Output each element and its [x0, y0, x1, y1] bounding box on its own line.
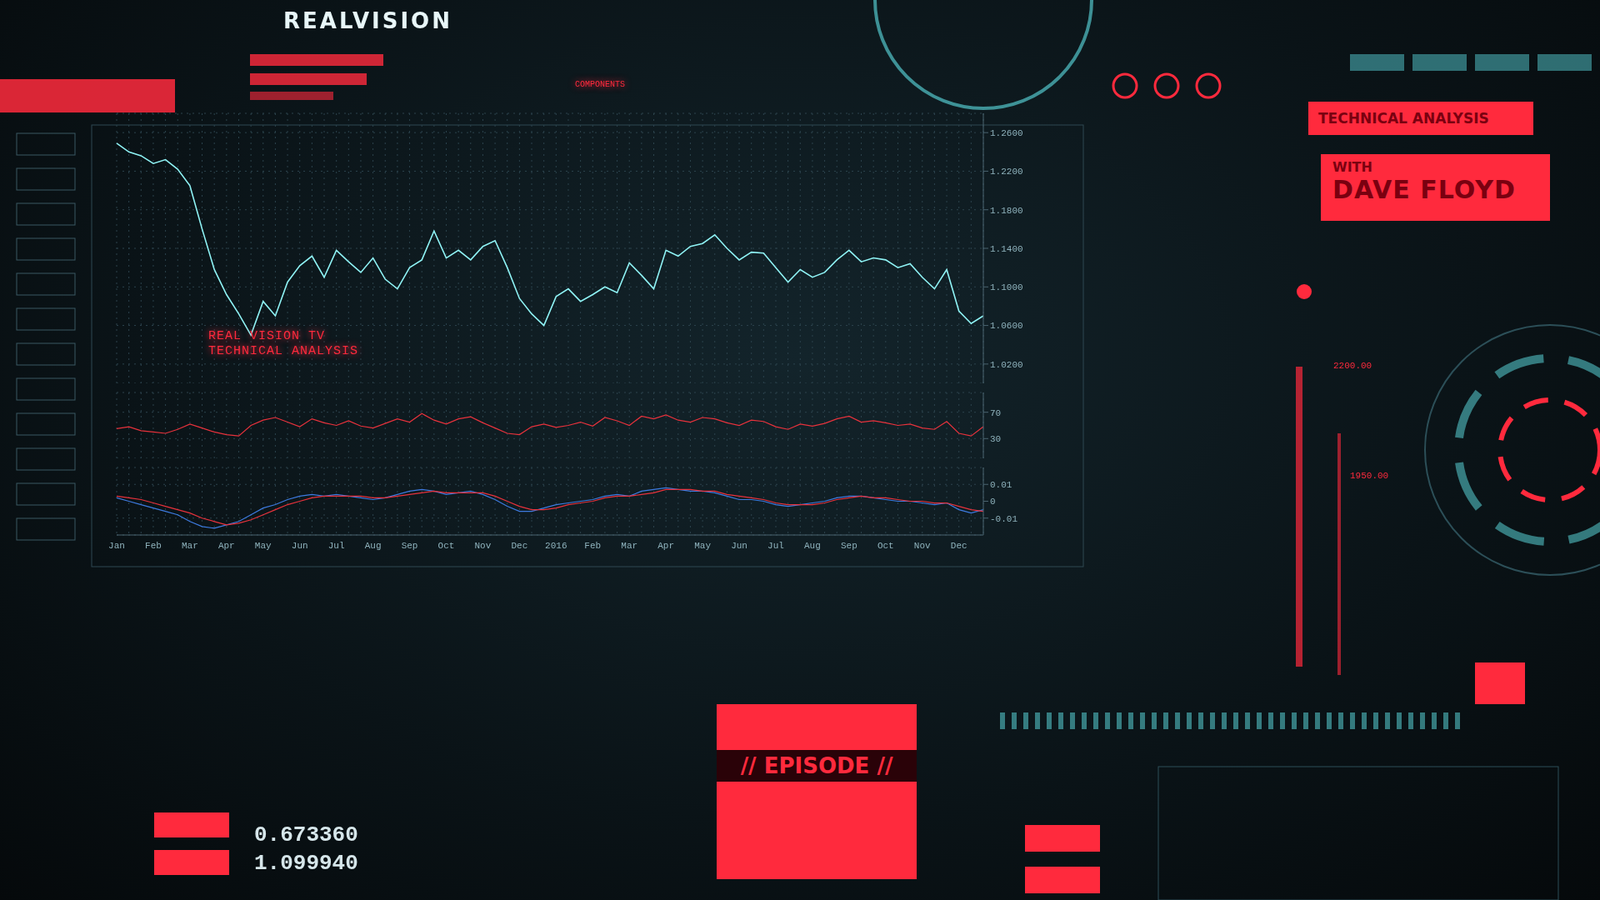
svg-text:Dec: Dec	[950, 540, 968, 551]
svg-text:May: May	[694, 540, 711, 551]
svg-text:30: 30	[990, 434, 1001, 445]
svg-text:Oct: Oct	[877, 540, 895, 551]
html-text:COMPONENTS: COMPONENTS	[575, 80, 625, 90]
svg-text:1.2600: 1.2600	[990, 128, 1024, 139]
svg-text:Jun: Jun	[291, 540, 309, 551]
html-text:DAVE FLOYD: DAVE FLOYD	[1332, 175, 1516, 205]
svg-text:Aug: Aug	[804, 540, 821, 551]
html-text:TECHNICAL ANALYSIS: TECHNICAL ANALYSIS	[1318, 110, 1489, 127]
html-text:// EPISODE //: // EPISODE //	[740, 753, 893, 779]
svg-text:Apr: Apr	[657, 540, 675, 551]
svg-text:Sep: Sep	[401, 540, 419, 551]
html-text:2200.00: 2200.00	[1333, 360, 1372, 371]
svg-text:1.1400: 1.1400	[990, 244, 1024, 255]
svg-text:Feb: Feb	[584, 540, 601, 551]
svg-text:Mar: Mar	[181, 540, 199, 551]
html-text:WITH: WITH	[1332, 159, 1373, 175]
svg-text:Jul: Jul	[328, 540, 345, 551]
svg-text:May: May	[255, 540, 272, 551]
svg-text:1.0200: 1.0200	[990, 360, 1024, 370]
svg-text:Oct: Oct	[438, 540, 455, 551]
svg-text:Mar: Mar	[620, 540, 638, 551]
svg-text:1.2200: 1.2200	[990, 166, 1024, 177]
svg-text:Dec: Dec	[510, 540, 528, 551]
svg-text:-0.01: -0.01	[990, 514, 1018, 525]
svg-text:1.1800: 1.1800	[990, 205, 1024, 216]
svg-text:Sep: Sep	[840, 540, 858, 551]
svg-text:Jan: Jan	[108, 540, 125, 551]
svg-text:Nov: Nov	[914, 540, 931, 551]
html-text:0.673360: 0.673360	[254, 822, 359, 848]
svg-text:1.1000: 1.1000	[990, 282, 1024, 293]
html-text:REALVISION: REALVISION	[283, 8, 453, 34]
svg-text:Apr: Apr	[218, 540, 235, 551]
svg-text:Jul: Jul	[767, 540, 785, 551]
html-text:REAL VISION TV: REAL VISION TV	[208, 329, 325, 344]
svg-text:2016: 2016	[545, 540, 567, 551]
svg-text:0: 0	[990, 496, 996, 507]
html-text:TECHNICAL ANALYSIS: TECHNICAL ANALYSIS	[208, 344, 359, 359]
svg-text:Aug: Aug	[365, 540, 382, 551]
svg-text:Nov: Nov	[475, 540, 492, 551]
svg-text:Feb: Feb	[145, 540, 162, 551]
html-text:1.099940: 1.099940	[254, 850, 359, 876]
svg-text:70: 70	[990, 408, 1001, 419]
svg-text:1.0600: 1.0600	[990, 320, 1024, 331]
svg-text:0.01: 0.01	[990, 480, 1013, 490]
html-text:1950.00: 1950.00	[1350, 470, 1389, 481]
svg-text:Jun: Jun	[730, 540, 748, 551]
